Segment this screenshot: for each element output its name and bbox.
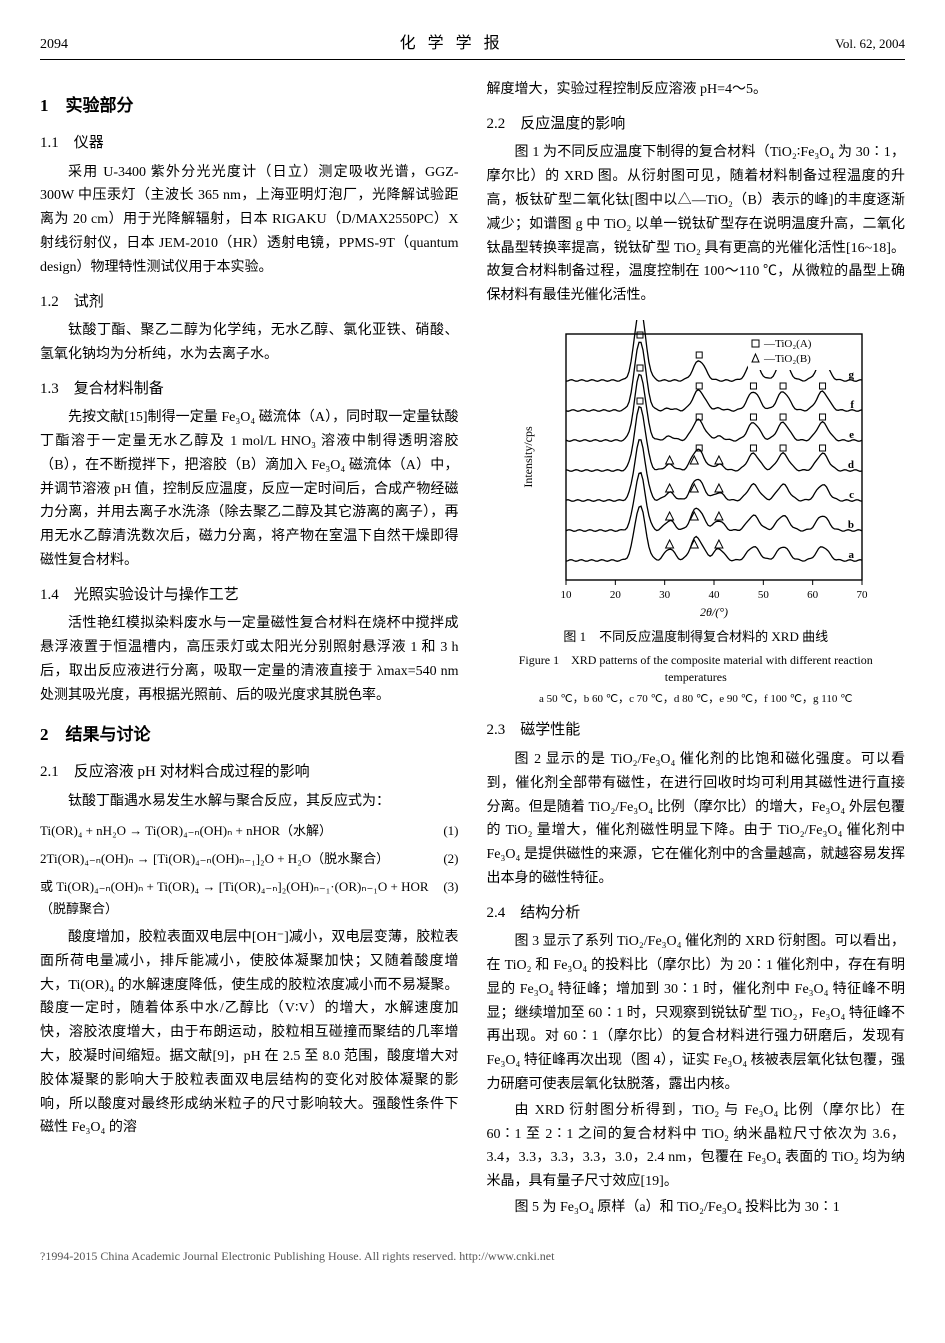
section-1-3-body: 先按文献[15]制得一定量 Fe₃O₄ 磁流体（A），同时取一定量钛酸丁酯溶于一…: [40, 406, 459, 573]
left-column: 1 实验部分 1.1 仪器 采用 U-3400 紫外分光光度计（日立）测定吸收光…: [40, 78, 459, 1222]
section-2-4-body-2: 由 XRD 衍射图分析得到，TiO₂ 与 Fe₃O₄ 比例（摩尔比）在 60∶1…: [487, 1099, 906, 1194]
equation-1-number: (1): [435, 820, 458, 842]
section-1-1-title: 1.1 仪器: [40, 131, 459, 157]
page-header: 2094 化 学 学 报 Vol. 62, 2004: [40, 30, 905, 60]
section-2-title: 2 结果与讨论: [40, 721, 459, 750]
equation-3-number: (3): [435, 876, 458, 920]
section-2-2-title: 2.2 反应温度的影响: [487, 112, 906, 138]
svg-text:a: a: [848, 549, 854, 561]
svg-text:40: 40: [708, 589, 720, 601]
equation-2-number: (2): [435, 848, 458, 870]
figure-1-xrd-chart: 10 20 30 40 50 60 70 2θ/(°) Intensity/cps a b c d e f g…: [516, 320, 876, 620]
svg-text:30: 30: [659, 589, 671, 601]
section-1-1-body: 采用 U-3400 紫外分光光度计（日立）测定吸收光谱，GGZ-300W 中压汞…: [40, 161, 459, 280]
section-1-2-title: 1.2 试剂: [40, 290, 459, 316]
figure-1-conditions: a 50 ℃，b 60 ℃，c 70 ℃，d 80 ℃，e 90 ℃，f 100…: [487, 690, 906, 709]
svg-text:Intensity/cps: Intensity/cps: [521, 426, 535, 488]
section-1-4-title: 1.4 光照实验设计与操作工艺: [40, 583, 459, 609]
section-2-1-title: 2.1 反应溶液 pH 对材料合成过程的影响: [40, 760, 459, 786]
figure-1-caption-cn: 图 1 不同反应温度制得复合材料的 XRD 曲线: [487, 626, 906, 648]
svg-text:e: e: [849, 429, 854, 441]
figure-1-caption-en: Figure 1 XRD patterns of the composite m…: [487, 652, 906, 686]
svg-text:f: f: [850, 399, 854, 411]
section-2-1-intro: 钛酸丁酯遇水易发生水解与聚合反应，其反应式为：: [40, 790, 459, 814]
svg-text:d: d: [848, 459, 854, 471]
svg-text:—TiO₂(B): —TiO₂(B): [763, 353, 811, 365]
page-footer: ?1994-2015 China Academic Journal Electr…: [40, 1246, 905, 1266]
equation-2-body: 2Ti(OR)₄₋ₙ(OH)ₙ → [Ti(OR)₄₋ₙ(OH)ₙ₋₁]₂O +…: [40, 848, 435, 870]
svg-text:b: b: [848, 519, 854, 531]
section-2-1-body: 酸度增加，胶粒表面双电层中[OH⁻]减小，双电层变薄，胶粒表面所荷电量减小，排斥…: [40, 926, 459, 1140]
svg-text:—TiO₂(A): —TiO₂(A): [763, 338, 812, 350]
two-column-layout: 1 实验部分 1.1 仪器 采用 U-3400 紫外分光光度计（日立）测定吸收光…: [40, 78, 905, 1222]
section-1-title: 1 实验部分: [40, 92, 459, 121]
svg-text:20: 20: [610, 589, 622, 601]
equation-1-body: Ti(OR)₄ + nH₂O → Ti(OR)₄₋ₙ(OH)ₙ + nHOR（水…: [40, 820, 435, 842]
section-1-3-title: 1.3 复合材料制备: [40, 377, 459, 403]
continuation-paragraph: 解度增大，实验过程控制反应溶液 pH=4～5。: [487, 78, 906, 102]
svg-text:50: 50: [758, 589, 770, 601]
svg-text:60: 60: [807, 589, 819, 601]
section-1-4-body: 活性艳红模拟染料废水与一定量磁性复合材料在烧杯中搅拌成悬浮液置于恒温槽内，高压汞…: [40, 612, 459, 707]
svg-text:10: 10: [560, 589, 572, 601]
section-2-3-body: 图 2 显示的是 TiO₂/Fe₃O₄ 催化剂的比饱和磁化强度。可以看到，催化剂…: [487, 748, 906, 891]
equation-3-body: 或 Ti(OR)₄₋ₙ(OH)ₙ + Ti(OR)₄ → [Ti(OR)₄₋ₙ]…: [40, 876, 435, 920]
svg-text:c: c: [849, 489, 854, 501]
svg-text:g: g: [848, 369, 854, 381]
section-2-4-body-3: 图 5 为 Fe₃O₄ 原样（a）和 TiO₂/Fe₃O₄ 投料比为 30∶1: [487, 1196, 906, 1220]
right-column: 解度增大，实验过程控制反应溶液 pH=4～5。 2.2 反应温度的影响 图 1 …: [487, 78, 906, 1222]
svg-text:70: 70: [856, 589, 868, 601]
section-2-4-title: 2.4 结构分析: [487, 901, 906, 927]
section-2-3-title: 2.3 磁学性能: [487, 718, 906, 744]
equation-3: 或 Ti(OR)₄₋ₙ(OH)ₙ + Ti(OR)₄ → [Ti(OR)₄₋ₙ]…: [40, 876, 459, 920]
section-2-2-body: 图 1 为不同反应温度下制得的复合材料（TiO₂∶Fe₃O₄ 为 30∶1，摩尔…: [487, 141, 906, 308]
journal-title: 化 学 学 报: [400, 30, 504, 57]
volume-year: Vol. 62, 2004: [835, 33, 905, 55]
figure-1: 10 20 30 40 50 60 70 2θ/(°) Intensity/cps a b c d e f g…: [487, 320, 906, 708]
equation-1: Ti(OR)₄ + nH₂O → Ti(OR)₄₋ₙ(OH)ₙ + nHOR（水…: [40, 820, 459, 842]
page-number: 2094: [40, 33, 68, 57]
equation-2: 2Ti(OR)₄₋ₙ(OH)ₙ → [Ti(OR)₄₋ₙ(OH)ₙ₋₁]₂O +…: [40, 848, 459, 870]
svg-text:2θ/(°): 2θ/(°): [700, 605, 728, 619]
section-2-4-body-1: 图 3 显示了系列 TiO₂/Fe₃O₄ 催化剂的 XRD 衍射图。可以看出，在…: [487, 930, 906, 1097]
section-1-2-body: 钛酸丁酯、聚乙二醇为化学纯，无水乙醇、氯化亚铁、硝酸、氢氧化钠均为分析纯，水为去…: [40, 319, 459, 367]
